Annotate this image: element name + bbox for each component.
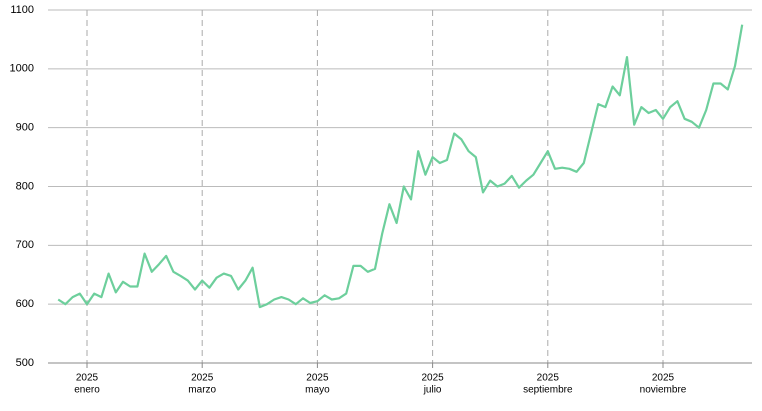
y-tick-label: 700	[16, 239, 34, 251]
x-tick-label: marzo	[188, 385, 216, 396]
x-tick-label: 2025	[191, 373, 214, 384]
x-tick-label: enero	[74, 385, 100, 396]
x-tick-label: 2025	[421, 373, 444, 384]
y-tick-label: 1000	[10, 63, 34, 75]
y-tick-label: 500	[16, 357, 34, 369]
x-tick-label: mayo	[305, 385, 330, 396]
x-tick-label: septiembre	[523, 385, 573, 396]
x-tick-label: 2025	[76, 373, 99, 384]
y-tick-label: 900	[16, 122, 34, 134]
y-tick-label: 600	[16, 298, 34, 310]
x-tick-label: 2025	[652, 373, 675, 384]
y-tick-label: 800	[16, 180, 34, 192]
x-tick-label: julio	[423, 385, 442, 396]
price-line	[57, 24, 744, 309]
x-tick-label: 2025	[537, 373, 560, 384]
x-tick-label: noviembre	[640, 385, 687, 396]
x-tick-label: 2025	[306, 373, 329, 384]
y-tick-label: 1100	[10, 4, 34, 16]
